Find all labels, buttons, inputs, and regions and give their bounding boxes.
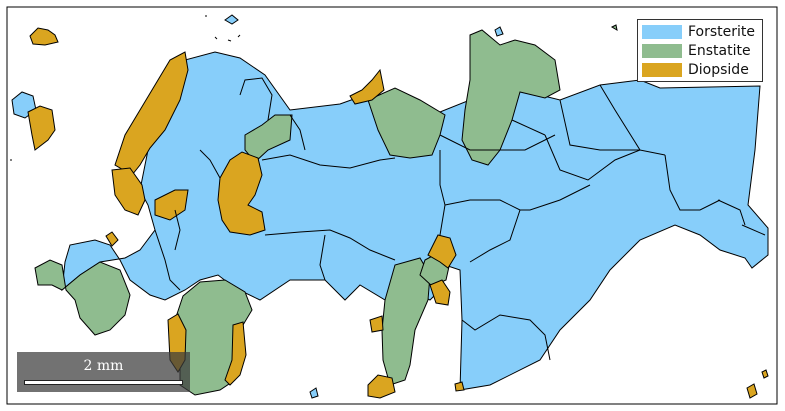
diopside-grain-bottom-b bbox=[224, 321, 247, 386]
diopside-grain-corner bbox=[29, 27, 59, 46]
grain-specks bbox=[10, 14, 769, 399]
enstatite-grain-topcenter bbox=[367, 87, 446, 159]
diopside-grain-elongate bbox=[114, 51, 189, 176]
legend-item-forsterite: Forsterite bbox=[642, 23, 755, 41]
forsterite-swatch bbox=[642, 25, 682, 39]
diopside-grain-right bbox=[427, 234, 457, 269]
diopside-grain-tiny-b bbox=[746, 383, 758, 399]
legend-item-enstatite: Enstatite bbox=[642, 42, 751, 60]
diopside-grain-bottom-c bbox=[367, 374, 396, 399]
scale-bar-line bbox=[24, 380, 183, 385]
diopside-grain-left-mid bbox=[111, 167, 146, 216]
legend-label-forsterite: Forsterite bbox=[688, 24, 756, 40]
enstatite-grain-left bbox=[34, 259, 131, 336]
enstatite-swatch bbox=[642, 44, 682, 58]
legend-label-diopside: Diopside bbox=[688, 62, 749, 78]
diopside-swatch bbox=[642, 63, 682, 77]
legend: Forsterite Enstatite Diopside bbox=[637, 19, 763, 82]
enstatite-grain-topright bbox=[461, 29, 561, 166]
scale-bar: 2 mm bbox=[17, 352, 190, 392]
diopside-grain-bottom-d bbox=[369, 315, 384, 333]
diopside-grain-tiny-c bbox=[454, 381, 465, 392]
grain-boundaries bbox=[154, 77, 766, 361]
scale-bar-label: 2 mm bbox=[83, 358, 124, 374]
diopside-grain-cluster bbox=[217, 151, 266, 236]
diopside-grain-topleft bbox=[27, 105, 56, 151]
diopside-grain-tiny-a bbox=[105, 231, 119, 247]
legend-label-enstatite: Enstatite bbox=[688, 43, 751, 59]
diopside-grain-top bbox=[349, 68, 385, 105]
legend-item-diopside: Diopside bbox=[642, 61, 749, 79]
enstatite-grain-center bbox=[381, 257, 431, 386]
diopside-grain-left-small bbox=[154, 189, 189, 221]
diopside-grain-right-low bbox=[429, 279, 451, 306]
